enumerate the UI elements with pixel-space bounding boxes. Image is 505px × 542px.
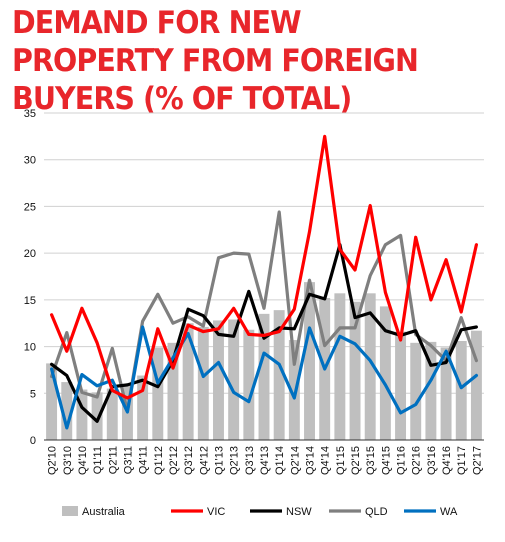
series-lines — [49, 134, 478, 430]
y-tick-label: 10 — [24, 342, 36, 354]
legend-label-vic: VIC — [207, 506, 225, 518]
bar-australia — [258, 313, 270, 440]
y-tick-label: 25 — [24, 201, 36, 213]
bar-australia — [440, 347, 452, 440]
x-tick-label: Q3'11 — [122, 446, 134, 474]
x-tick-label: Q1'13 — [213, 446, 225, 475]
legend-label-qld: QLD — [365, 506, 388, 518]
y-tick-label: 20 — [24, 248, 36, 260]
bar-australia — [379, 306, 391, 440]
bar-australia — [61, 382, 73, 440]
legend-label-australia: Australia — [82, 506, 126, 518]
x-tick-label: Q3'14 — [305, 446, 317, 475]
series-line-wa — [49, 325, 478, 430]
bar-australia — [288, 340, 300, 440]
bar-australia — [167, 342, 179, 440]
x-tick-label: Q1'12 — [153, 446, 165, 475]
x-tick-label: Q3'12 — [183, 446, 195, 475]
bar-australia — [197, 326, 209, 440]
series-line-nsw — [49, 243, 478, 423]
x-tick-label: Q2'12 — [168, 446, 180, 475]
x-tick-label: Q4'16 — [441, 446, 453, 475]
legend: Australia VIC NSW QLD WA — [62, 506, 458, 518]
y-tick-label: 35 — [24, 108, 36, 120]
x-tick-label: Q2'17 — [471, 446, 483, 475]
bar-australia — [213, 320, 224, 440]
x-tick-label: Q2'16 — [411, 446, 423, 475]
bar-australia — [91, 392, 103, 440]
legend-label-wa: WA — [440, 506, 458, 518]
x-tick-label: Q2'10 — [47, 446, 59, 475]
chart-title: DEMAND FOR NEW PROPERTY FROM FOREIGN BUY… — [12, 5, 419, 117]
x-tick-label: Q1'17 — [456, 446, 468, 475]
x-tick-label: Q1'16 — [396, 446, 408, 475]
bar-australia — [182, 323, 194, 440]
bar-australia — [152, 347, 164, 440]
series-line-vic — [49, 134, 478, 400]
bar-australia — [470, 330, 482, 440]
x-tick-label: Q3'10 — [62, 446, 74, 475]
x-tick-label: Q3'13 — [244, 446, 256, 475]
x-tick-label: Q2'11 — [107, 446, 119, 474]
x-tick-label: Q4'13 — [259, 446, 271, 475]
y-tick-label: 30 — [24, 155, 36, 167]
x-tick-label: Q2'14 — [289, 446, 301, 475]
bar-australia — [304, 282, 315, 440]
bar-australia — [334, 293, 346, 440]
bar-australia — [425, 341, 437, 440]
bar-australia — [243, 329, 255, 440]
bar-australia — [228, 319, 240, 440]
bar-australia — [137, 375, 149, 440]
bar-australia — [106, 388, 118, 440]
y-tick-label: 0 — [30, 435, 36, 447]
x-tick-label: Q4'14 — [320, 446, 332, 475]
x-tick-label: Q1'15 — [335, 446, 347, 475]
x-tick-label: Q4'11 — [138, 446, 150, 474]
y-tick-label: 5 — [30, 388, 36, 400]
x-tick-label: Q3'15 — [365, 446, 377, 475]
bar-australia — [46, 363, 58, 440]
x-tick-label: Q3'16 — [426, 446, 438, 475]
bar-australia — [395, 331, 407, 440]
bar-australia — [273, 310, 285, 440]
bar-australia — [76, 389, 88, 440]
x-tick-label: Q1'11 — [92, 446, 104, 474]
bar-australia — [349, 301, 361, 440]
bars-australia — [46, 282, 482, 440]
legend-swatch-australia — [62, 506, 78, 516]
x-tick-label: Q1'14 — [274, 446, 286, 475]
x-tick-label: Q4'15 — [380, 446, 392, 475]
bar-australia — [455, 340, 467, 440]
x-tick-label: Q4'10 — [77, 446, 89, 475]
bar-australia — [410, 342, 422, 440]
x-tick-label: Q4'12 — [198, 446, 210, 475]
legend-label-nsw: NSW — [286, 506, 312, 518]
y-tick-label: 15 — [24, 295, 36, 307]
x-tick-label: Q2'13 — [229, 446, 241, 475]
series-line-qld — [49, 210, 478, 413]
bar-australia — [364, 293, 376, 440]
x-tick-label: Q2'15 — [350, 446, 362, 475]
